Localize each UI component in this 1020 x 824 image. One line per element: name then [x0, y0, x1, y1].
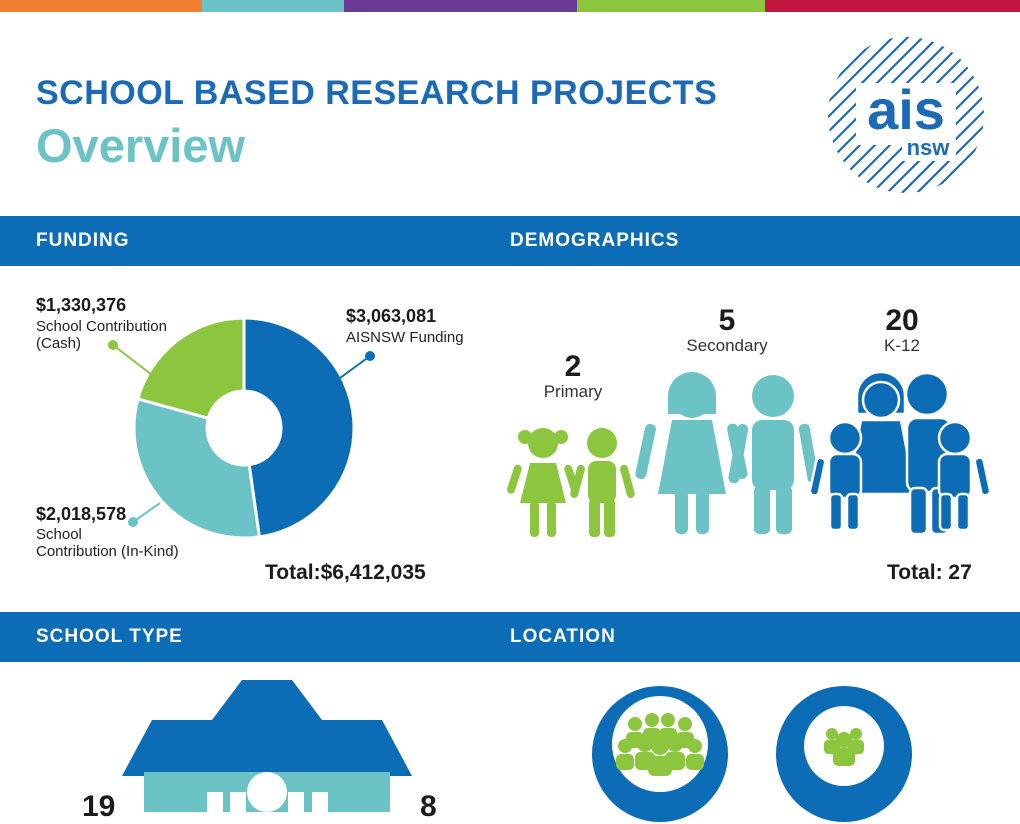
- funding-callout-lines: [108, 340, 375, 527]
- aisnsw-funding-amount: $3,063,081: [346, 306, 437, 326]
- primary-children-icon: [506, 428, 635, 537]
- logo-sub: nsw: [907, 135, 951, 160]
- page-title: SCHOOL BASED RESEARCH PROJECTS: [36, 74, 718, 112]
- callout-line-cash: [112, 344, 153, 376]
- callout-line-inkind: [132, 502, 161, 523]
- cash-contribution-label-line2: (Cash): [36, 335, 82, 352]
- demographics-heading: DEMOGRAPHICS: [510, 230, 680, 251]
- funding-donut-chart: [132, 316, 356, 540]
- logo-name: ais: [867, 78, 945, 141]
- location-pin-metro-icon: [592, 686, 728, 822]
- callout-dot-inkind: [128, 517, 138, 527]
- topbar-red: [765, 0, 1020, 12]
- inkind-contribution-label-line1: School: [36, 526, 82, 543]
- demographics-total: Total: 27: [887, 561, 972, 584]
- donut-slice-aisnsw: [242, 316, 356, 539]
- school-type-right-value: 8: [420, 790, 437, 823]
- cash-contribution-amount: $1,330,376: [36, 295, 127, 315]
- school-building-icon: [122, 680, 412, 812]
- donut-slice-cash: [136, 316, 246, 421]
- callout-dot-aisnsw: [365, 351, 375, 361]
- aisnsw-logo: ais nsw: [828, 37, 984, 193]
- k12-label: K-12: [884, 336, 920, 355]
- primary-count: 2: [564, 350, 582, 383]
- secondary-count: 5: [718, 304, 736, 337]
- k12-count: 20: [885, 304, 919, 337]
- k12-family-icon: [808, 370, 992, 536]
- location-pin-regional-icon: [776, 686, 912, 822]
- topbar-purple: [344, 0, 577, 12]
- callout-dot-cash: [108, 340, 118, 350]
- topbar-orange: [0, 0, 202, 12]
- topbar-teal: [202, 0, 344, 12]
- topbar-green: [577, 0, 765, 12]
- schooltype-location-band: SCHOOL TYPE LOCATION: [0, 612, 1020, 662]
- secondary-label: Secondary: [686, 336, 768, 355]
- page-subtitle: Overview: [36, 119, 246, 172]
- top-color-bar: [0, 0, 1020, 12]
- school-type-heading: SCHOOL TYPE: [36, 626, 183, 647]
- school-type-left-value: 19: [82, 790, 116, 823]
- location-heading: LOCATION: [510, 626, 616, 647]
- inkind-contribution-amount: $2,018,578: [36, 504, 127, 524]
- secondary-students-icon: [635, 372, 819, 534]
- funding-demographics-band: FUNDING DEMOGRAPHICS: [0, 216, 1020, 266]
- cash-contribution-label-line1: School Contribution: [36, 318, 167, 335]
- primary-label: Primary: [543, 382, 603, 401]
- inkind-contribution-label-line2: Contribution (In-Kind): [36, 543, 179, 560]
- funding-heading: FUNDING: [36, 230, 130, 251]
- aisnsw-funding-label: AISNSW Funding: [346, 329, 464, 346]
- callout-line-aisnsw: [339, 355, 371, 379]
- donut-slice-inkind: [132, 397, 262, 540]
- funding-total: Total:$6,412,035: [265, 561, 426, 584]
